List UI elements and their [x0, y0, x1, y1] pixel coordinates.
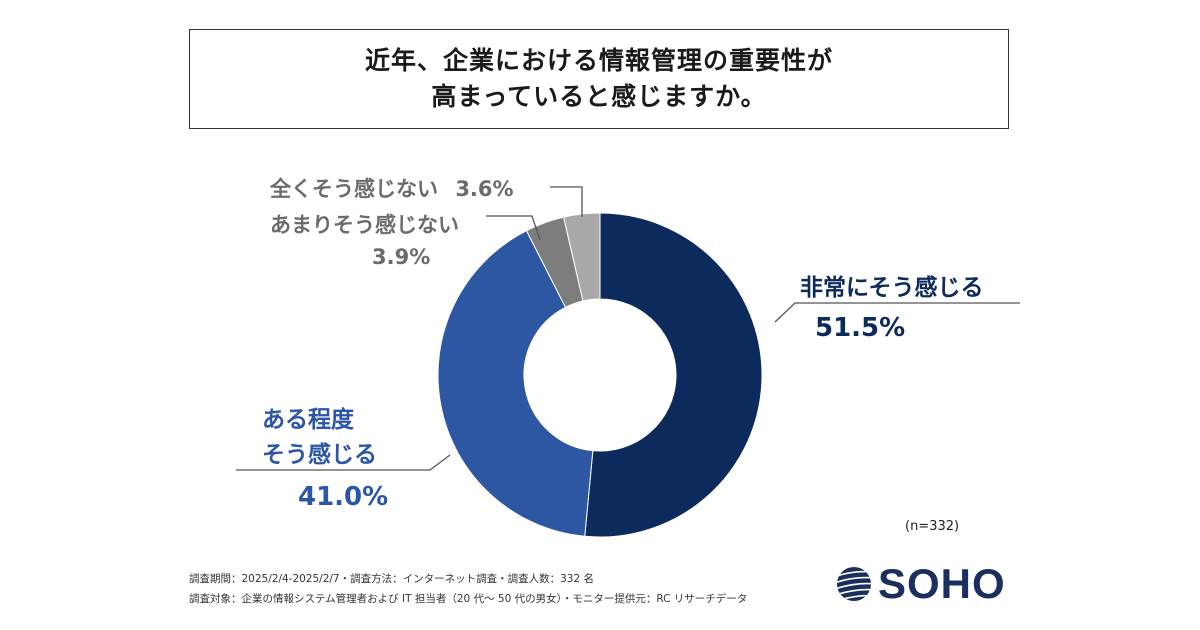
label-not-much-name: あまりそう感じない: [270, 213, 459, 237]
donut-slice-1: [584, 212, 763, 538]
leader-line-not-at-all: [550, 186, 583, 217]
label-somewhat-name-1: ある程度: [262, 407, 354, 433]
chart-title-line-2: 高まっていると感じますか。: [431, 82, 767, 111]
leader-line-not-much: [486, 215, 541, 241]
footer-line-2: 調査対象：企業の情報システム管理者および IT 担当者（20 代〜 50 代の男…: [189, 593, 748, 605]
donut-slice-4: [563, 212, 601, 302]
sample-size-note: (n=332): [905, 519, 960, 534]
globe-icon: [837, 567, 871, 601]
soho-logo: SOHO: [836, 560, 1006, 608]
chart-title-line-1: 近年、企業における情報管理の重要性が: [364, 46, 833, 75]
label-somewhat-name-2: そう感じる: [262, 442, 377, 468]
label-very-name: 非常にそう感じる: [800, 275, 984, 301]
label-very-pct: 51.5%: [815, 313, 906, 343]
donut-slice-2: [437, 229, 594, 537]
label-not-at-all: 全くそう感じない 3.6%: [270, 173, 514, 203]
logo-text: SOHO: [878, 560, 1006, 607]
leader-line-very: [774, 302, 1020, 323]
leader-line-somewhat: [236, 454, 451, 471]
label-not-at-all-name: 全くそう感じない: [270, 177, 438, 201]
label-not-much-pct: 3.9%: [372, 245, 431, 269]
title-box: 近年、企業における情報管理の重要性が 高まっていると感じますか。: [189, 29, 1009, 129]
label-not-at-all-pct: 3.6%: [455, 177, 514, 201]
label-somewhat-pct: 41.0%: [298, 482, 389, 512]
footer-line-1: 調査期間：2025/2/4-2025/2/7・調査方法：インターネット調査・調査…: [189, 573, 594, 585]
